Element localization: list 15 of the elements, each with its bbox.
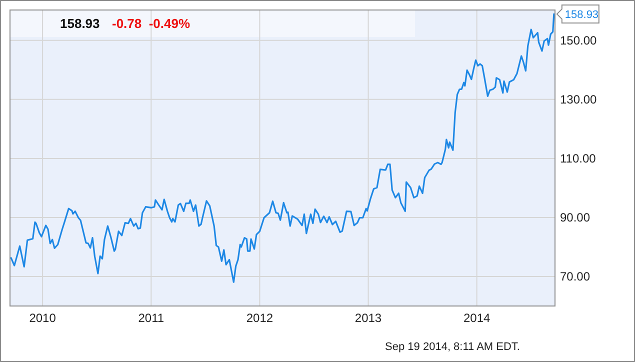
x-tick-label: 2013 bbox=[354, 311, 382, 325]
y-tick-label: 130.00 bbox=[560, 92, 598, 106]
text: -0.78 -0.49% bbox=[112, 16, 190, 31]
y-tick-label: 110.00 bbox=[560, 151, 596, 166]
text: Sep 19 2014, 8:11 AM EDT. bbox=[385, 341, 520, 353]
x-tick-label: 2010 bbox=[29, 311, 56, 325]
y-tick-label: 70.00 bbox=[560, 269, 590, 284]
x-tick-label: 2014 bbox=[463, 311, 491, 325]
annotation: 158.93 bbox=[564, 9, 599, 22]
text: 158.93 bbox=[60, 16, 100, 31]
y-tick-label: 150.00 bbox=[560, 33, 598, 48]
line-series bbox=[10, 13, 555, 283]
y-tick-label: 90.00 bbox=[560, 210, 590, 224]
x-tick-label: 2012 bbox=[246, 311, 274, 325]
x-tick-label: 2011 bbox=[138, 311, 164, 325]
